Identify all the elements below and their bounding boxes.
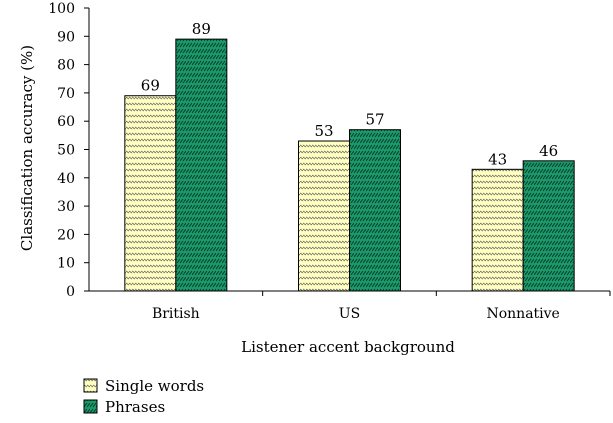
- y-tick-label: 40: [57, 171, 75, 187]
- plot-area: 0 10 20 30 40 50 60 70 80 90 100 British 69 89 US 53 57 N…: [48, 1, 611, 322]
- legend-swatch-single-words: [83, 378, 98, 393]
- x-tick-label: US: [339, 306, 360, 322]
- y-tick-label: 80: [57, 58, 75, 74]
- y-tick-label: 20: [57, 227, 75, 243]
- data-label: 89: [192, 20, 211, 38]
- legend-label-single-words: Single words: [105, 377, 204, 395]
- y-axis-title: Classification accuracy (%): [18, 45, 36, 251]
- y-tick-label: 50: [57, 143, 75, 159]
- y-tick-label: 0: [66, 284, 75, 300]
- bar-single-words: [298, 140, 350, 292]
- data-label: 46: [539, 142, 558, 160]
- x-tick-label: Nonnative: [486, 306, 559, 322]
- bar-phrases: [175, 38, 228, 292]
- y-tick-label: 60: [57, 114, 75, 130]
- y-tick-label: 70: [57, 86, 75, 102]
- y-tick-label: 90: [57, 29, 75, 45]
- bar-phrases: [349, 129, 401, 292]
- x-axis-title: Listener accent background: [241, 338, 455, 356]
- y-tick-label: 100: [48, 1, 75, 17]
- legend-swatch-phrases: [83, 399, 98, 414]
- bar-phrases: [522, 160, 575, 292]
- y-tick-label: 10: [57, 256, 75, 272]
- bar-single-words: [124, 95, 177, 292]
- data-label: 69: [141, 77, 160, 95]
- x-tick-label: British: [152, 306, 200, 322]
- data-label: 57: [365, 111, 384, 129]
- legend: Single words Phrases: [83, 377, 204, 416]
- bar-single-words: [471, 168, 524, 292]
- data-label: 53: [314, 122, 333, 140]
- y-tick-label: 30: [57, 199, 75, 215]
- legend-label-phrases: Phrases: [105, 398, 165, 416]
- data-label: 43: [488, 150, 507, 168]
